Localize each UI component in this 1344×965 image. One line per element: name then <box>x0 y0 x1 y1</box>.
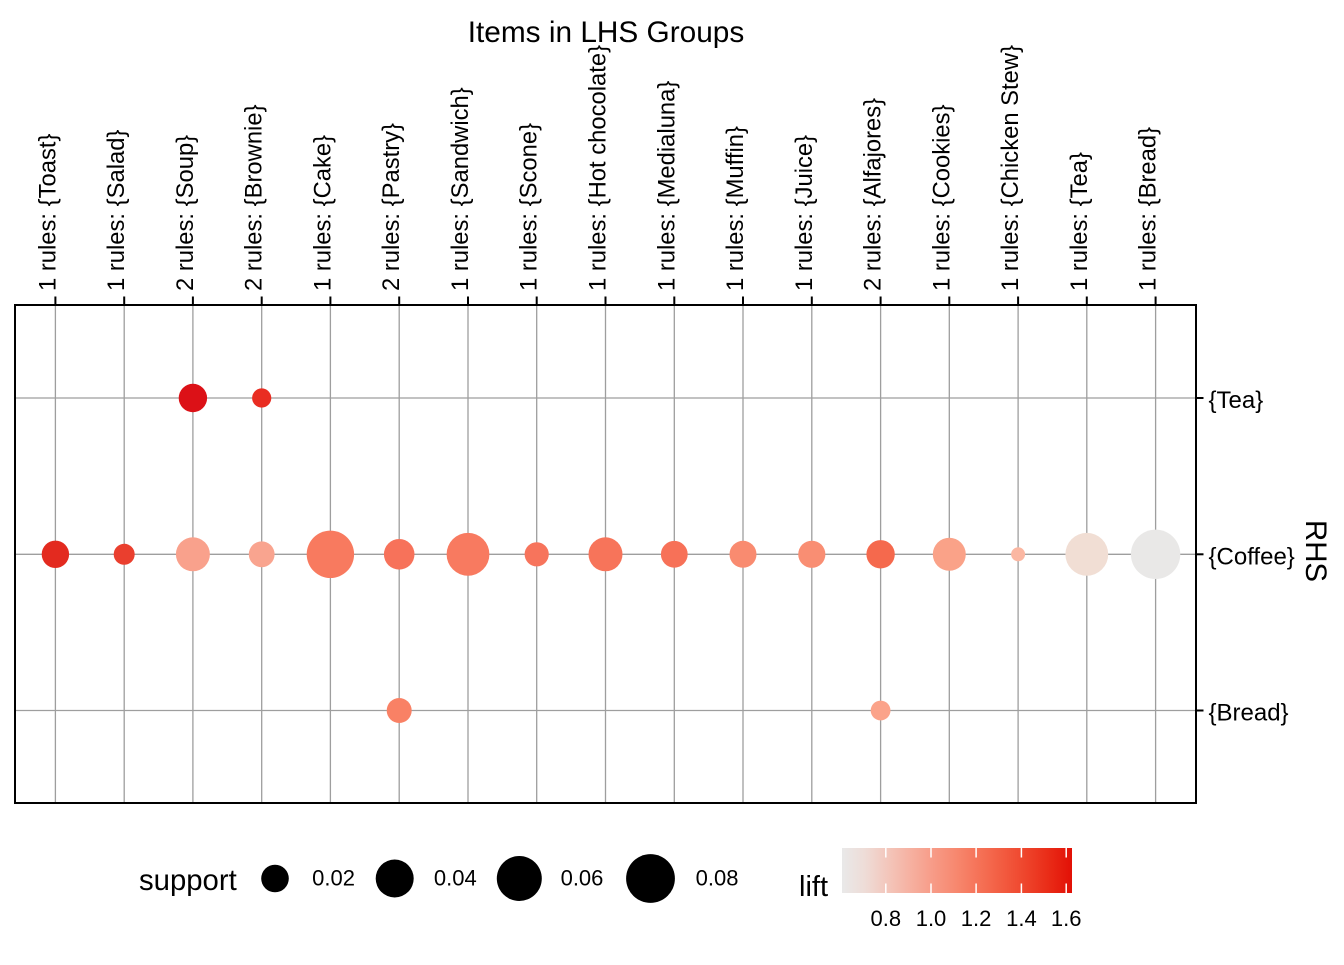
svg-text:1 rules: {Hot chocolate}: 1 rules: {Hot chocolate} <box>585 45 612 291</box>
svg-text:1 rules: {Muffin}: 1 rules: {Muffin} <box>722 126 749 291</box>
svg-text:RHS: RHS <box>1299 520 1332 582</box>
svg-text:1.6: 1.6 <box>1051 906 1082 931</box>
svg-text:1 rules: {Salad}: 1 rules: {Salad} <box>103 130 130 291</box>
svg-text:1 rules: {Bread}: 1 rules: {Bread} <box>1135 127 1162 291</box>
svg-text:{Bread}: {Bread} <box>1209 700 1289 727</box>
svg-text:{Tea}: {Tea} <box>1209 387 1264 414</box>
svg-text:1 rules: {Tea}: 1 rules: {Tea} <box>1066 152 1093 291</box>
svg-text:0.04: 0.04 <box>434 866 477 891</box>
svg-text:1 rules: {Sandwich}: 1 rules: {Sandwich} <box>447 87 474 291</box>
svg-text:2 rules: {Brownie}: 2 rules: {Brownie} <box>241 104 268 291</box>
svg-text:1 rules: {Medialuna}: 1 rules: {Medialuna} <box>653 81 680 291</box>
svg-text:2 rules: {Alfajores}: 2 rules: {Alfajores} <box>860 98 887 291</box>
svg-text:1.4: 1.4 <box>1006 906 1037 931</box>
svg-text:0.08: 0.08 <box>696 866 739 891</box>
svg-text:1 rules: {Cake}: 1 rules: {Cake} <box>309 135 336 291</box>
svg-text:1 rules: {Scone}: 1 rules: {Scone} <box>516 123 543 291</box>
svg-text:0.8: 0.8 <box>871 906 902 931</box>
svg-text:1 rules: {Cookies}: 1 rules: {Cookies} <box>928 104 955 291</box>
svg-text:support: support <box>139 864 237 897</box>
svg-text:1 rules: {Chicken Stew}: 1 rules: {Chicken Stew} <box>997 45 1024 291</box>
svg-text:Items in LHS Groups: Items in LHS Groups <box>468 16 745 49</box>
svg-text:2 rules: {Pastry}: 2 rules: {Pastry} <box>378 123 405 291</box>
svg-text:1 rules: {Toast}: 1 rules: {Toast} <box>34 134 61 291</box>
svg-text:1 rules: {Juice}: 1 rules: {Juice} <box>791 135 818 291</box>
svg-text:lift: lift <box>799 871 828 903</box>
svg-text:1.0: 1.0 <box>916 906 947 931</box>
svg-text:0.06: 0.06 <box>561 866 604 891</box>
svg-text:2 rules: {Soup}: 2 rules: {Soup} <box>172 135 199 291</box>
svg-text:{Coffee}: {Coffee} <box>1209 543 1295 570</box>
svg-text:0.02: 0.02 <box>312 866 355 891</box>
svg-text:1.2: 1.2 <box>961 906 992 931</box>
